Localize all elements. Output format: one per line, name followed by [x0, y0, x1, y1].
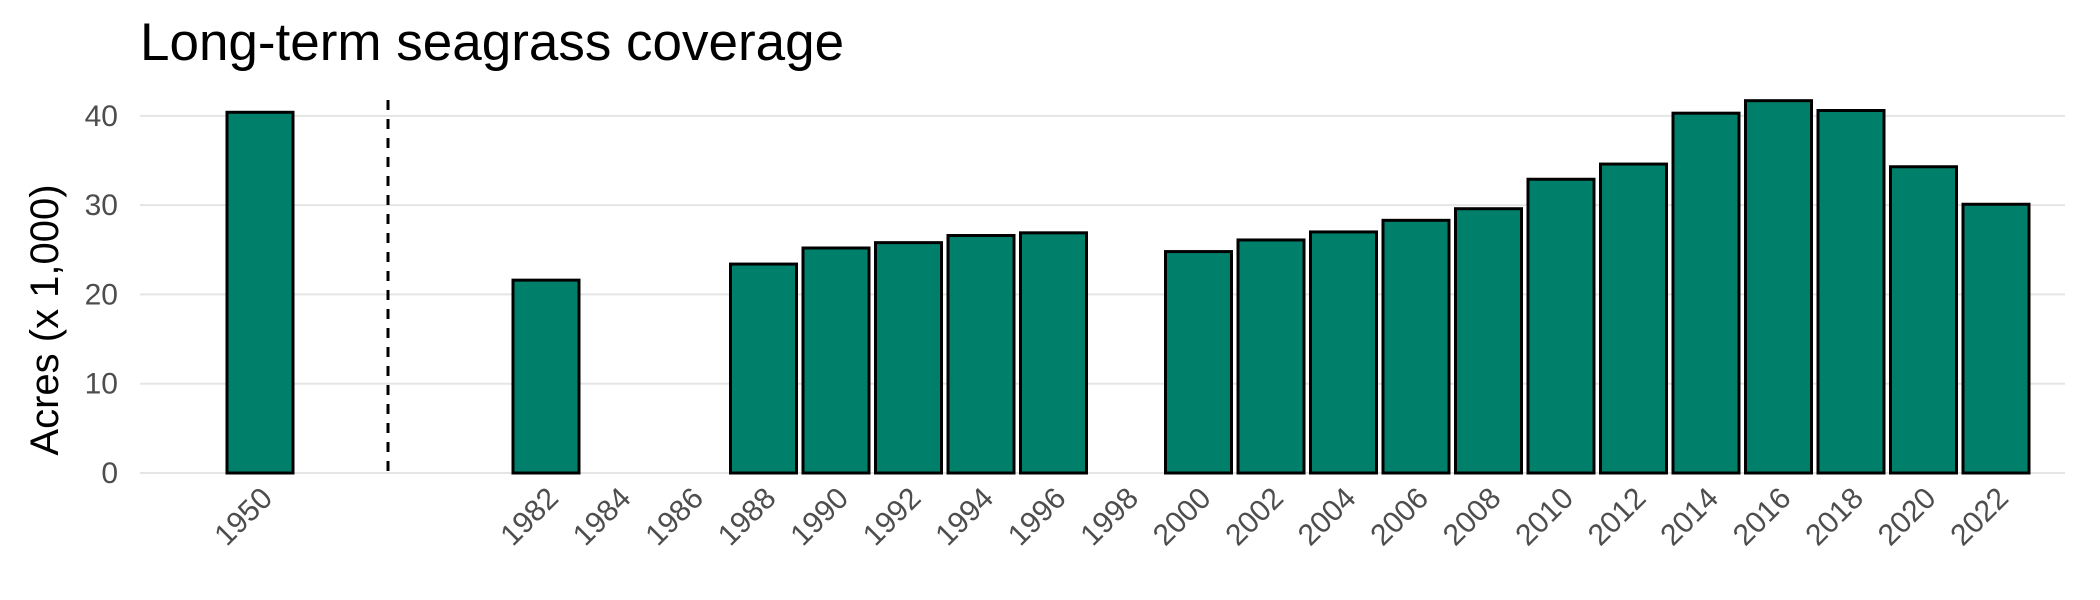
bar-2004 — [1309, 230, 1378, 475]
bar-2010 — [1526, 177, 1596, 475]
y-axis-ticks: 0 10 20 30 40 — [85, 100, 118, 490]
bar-1996 — [1019, 231, 1088, 475]
bar-2014 — [1671, 111, 1741, 475]
x-tick-label: 1996 — [1002, 482, 1073, 553]
bar-2020 — [1889, 165, 1958, 475]
x-tick-label: 1982 — [494, 482, 565, 553]
x-tick-label: 2002 — [1219, 482, 1290, 553]
bar-2008 — [1454, 207, 1523, 475]
x-tick-label: 1990 — [784, 482, 855, 553]
x-tick-label: 2018 — [1799, 482, 1870, 553]
x-axis-ticks: 1950 1982 1984 1986 1988 1990 1992 1994 1996 1998… — [208, 482, 2015, 553]
x-tick-label: 2022 — [1944, 482, 2015, 553]
bar-1994 — [946, 234, 1016, 475]
y-tick-label: 20 — [85, 278, 118, 311]
x-tick-label: 2008 — [1437, 482, 1508, 553]
x-tick-label: 2016 — [1727, 482, 1798, 553]
x-tick-label: 2004 — [1292, 482, 1363, 553]
x-tick-label: 2010 — [1509, 482, 1580, 553]
y-axis-title: Acres (x 1,000) — [23, 184, 67, 455]
x-tick-label: 1984 — [567, 482, 638, 553]
bar-2002 — [1236, 238, 1306, 475]
y-tick-label: 0 — [101, 457, 118, 490]
bar-2000 — [1164, 250, 1233, 475]
bar-1982 — [511, 278, 581, 475]
bars — [225, 99, 2031, 475]
x-tick-label: 1950 — [208, 482, 279, 553]
bar-1992 — [874, 241, 943, 475]
x-tick-label: 1994 — [929, 482, 1000, 553]
x-tick-label: 1988 — [712, 482, 783, 553]
bar-1950 — [225, 110, 295, 475]
bar-2012 — [1599, 162, 1668, 475]
x-tick-label: 2006 — [1364, 482, 1435, 553]
x-tick-label: 1992 — [857, 482, 928, 553]
bar-2006 — [1381, 218, 1451, 475]
x-tick-label: 1998 — [1074, 482, 1145, 553]
y-tick-label: 40 — [85, 100, 118, 133]
x-tick-label: 2020 — [1872, 482, 1943, 553]
x-tick-label: 2000 — [1147, 482, 1218, 553]
y-tick-label: 30 — [85, 189, 118, 222]
bar-2016 — [1744, 99, 1813, 475]
bar-2022 — [1961, 202, 2031, 475]
y-tick-label: 10 — [85, 368, 118, 401]
bar-2018 — [1816, 109, 1886, 475]
bar-1990 — [801, 246, 871, 475]
x-tick-label: 2012 — [1582, 482, 1653, 553]
chart-title: Long-term seagrass coverage — [140, 13, 845, 72]
bar-1988 — [729, 262, 798, 475]
x-tick-label: 2014 — [1654, 482, 1725, 553]
x-tick-label: 1986 — [639, 482, 710, 553]
